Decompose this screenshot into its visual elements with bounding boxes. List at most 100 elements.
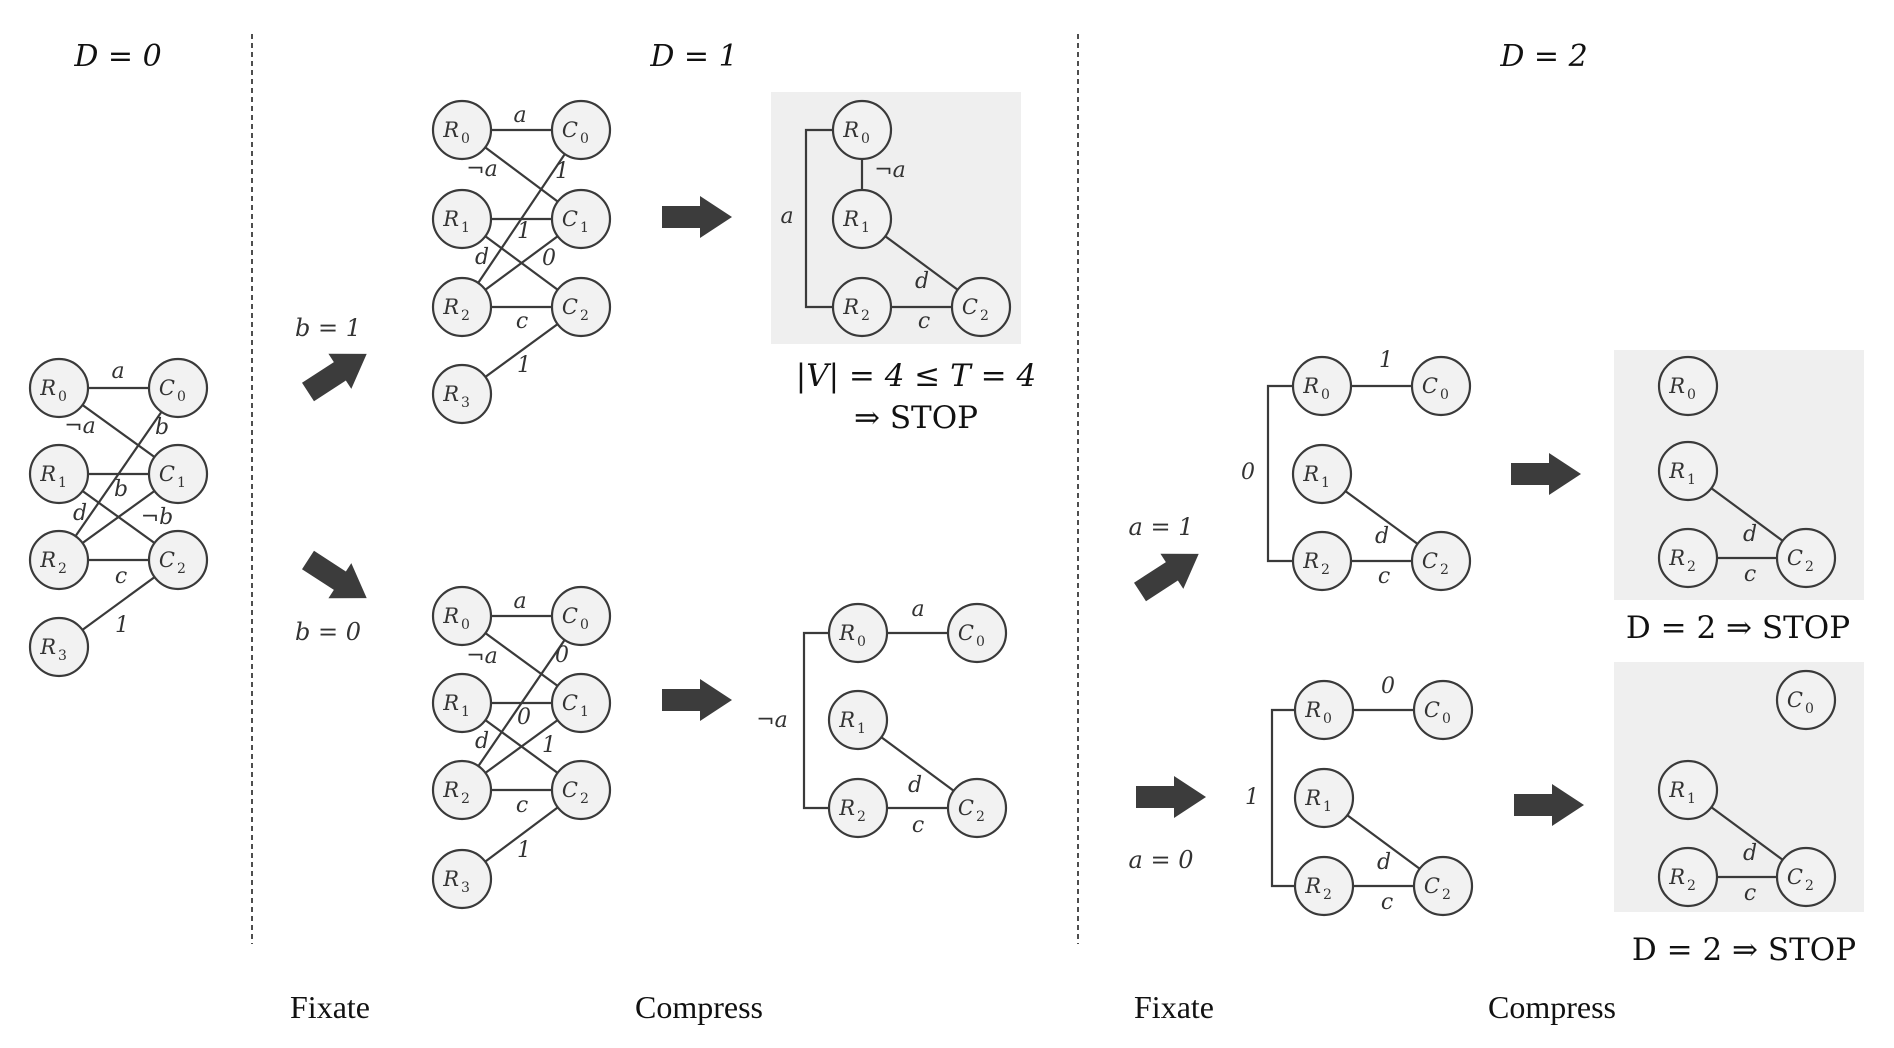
node-subscript: 1 [857,721,866,737]
edge-label: a [911,597,924,622]
node-letter: R [442,604,459,628]
edge-label: c [516,309,528,334]
node-subscript: 1 [461,220,470,236]
edge-label: d [1377,850,1391,875]
node-subscript: 0 [58,389,67,405]
node-subscript: 0 [580,131,589,147]
edge-label: 0 [1381,674,1395,699]
node-letter: R [39,548,56,572]
node-letter: C [562,118,578,142]
node-letter: R [842,118,859,142]
node-subscript: 2 [177,561,186,577]
node-letter: C [562,691,578,715]
edge-label: 1 [542,733,556,758]
node-letter: R [1302,462,1319,486]
node-subscript: 2 [980,308,989,324]
node-letter: C [562,604,578,628]
edge-label: c [516,793,528,818]
condition-b0: b = 0 [295,618,361,646]
node-subscript: 2 [580,791,589,807]
node-subscript: 1 [177,475,186,491]
edge-label: ¬a [466,157,498,182]
edge-label: d [73,501,87,526]
footer-compress: Compress [635,989,763,1025]
edge-label: c [1381,890,1393,915]
edge-label: 1 [555,159,569,184]
edge-label: d [475,245,489,270]
node-subscript: 0 [461,617,470,633]
node-letter: R [442,207,459,231]
arrow-up-right-icon [1134,553,1199,602]
node-subscript: 2 [461,791,470,807]
node-letter: C [1787,546,1803,570]
title-d2: D = 2 [1499,39,1587,74]
edge-label: c [1744,881,1756,906]
node-letter: C [562,778,578,802]
node-letter: C [1787,688,1803,712]
node-subscript: 1 [1323,799,1332,815]
node-subscript: 0 [861,131,870,147]
edge-label: d [908,773,922,798]
node-letter: R [1304,786,1321,810]
node-letter: R [442,867,459,891]
node-letter: R [1302,374,1319,398]
node-letter: C [562,207,578,231]
edge-label: 1 [517,353,531,378]
node-subscript: 1 [58,475,67,491]
node-subscript: 1 [1687,791,1696,807]
node-subscript: 2 [857,809,866,825]
edge-label: ¬a [64,414,96,439]
node-subscript: 1 [461,704,470,720]
node-subscript: 2 [1805,878,1814,894]
edge-label: a [780,204,793,229]
edge-label: d [1375,524,1389,549]
node-letter: C [159,462,175,486]
edge-label: c [912,813,924,838]
condition-a0: a = 0 [1129,846,1194,874]
node-letter: C [1787,865,1803,889]
node-subscript: 2 [461,308,470,324]
node-subscript: 0 [177,389,186,405]
node-subscript: 2 [58,561,67,577]
arrow-right-icon [1511,453,1581,495]
node-letter: R [1668,546,1685,570]
node-letter: R [842,207,859,231]
node-letter: R [838,621,855,645]
node-letter: R [442,691,459,715]
node-subscript: 2 [1687,559,1696,575]
node-letter: C [1422,374,1438,398]
footer-compress: Compress [1488,989,1616,1025]
edge-label: 1 [517,219,531,244]
node-subscript: 0 [857,634,866,650]
node-subscript: 0 [1442,711,1451,727]
edge-label: a [513,589,526,614]
node-letter: R [39,376,56,400]
node-letter: R [838,708,855,732]
node-subscript: 2 [1321,562,1330,578]
